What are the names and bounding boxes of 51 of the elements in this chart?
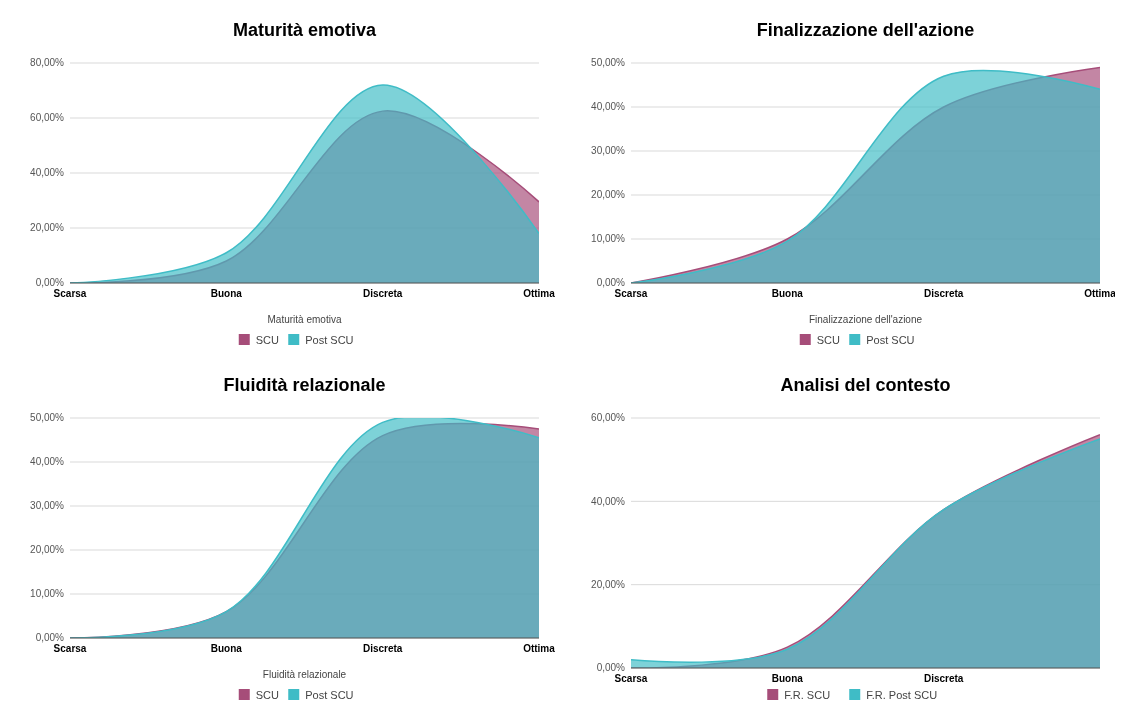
y-tick-label: 40,00% — [591, 495, 626, 507]
x-tick-label: Ottima — [523, 288, 556, 299]
y-tick-label: 30,00% — [591, 145, 626, 157]
x-tick-label: Scarsa — [614, 288, 648, 299]
chart-title: Analisi del contesto — [780, 375, 951, 395]
x-tick-label: Scarsa — [53, 643, 87, 654]
y-tick-label: 10,00% — [30, 588, 65, 600]
x-tick-label: Discreta — [362, 643, 403, 654]
legend-label: SCU — [816, 334, 841, 346]
legend-label: F.R. Post SCU — [866, 689, 938, 701]
y-tick-label: 40,00% — [591, 101, 626, 113]
x-axis-title: Finalizzazione dell'azione — [808, 314, 923, 325]
x-tick-label: Ottima — [1084, 288, 1117, 299]
y-tick-label: 10,00% — [591, 233, 626, 245]
chart-title: Fluidità relazionale — [223, 375, 386, 395]
y-tick-label: 40,00% — [30, 456, 65, 468]
x-tick-label: Buona — [210, 643, 243, 654]
chart-title: Maturità emotiva — [232, 20, 377, 40]
y-tick-label: 0,00% — [35, 277, 65, 289]
x-tick-label: Scarsa — [614, 673, 648, 684]
y-tick-label: 20,00% — [591, 189, 626, 201]
legend-label: F.R. SCU — [784, 689, 831, 701]
y-tick-label: 50,00% — [30, 412, 65, 424]
x-tick-label: Ottima — [523, 643, 556, 654]
x-tick-label: Buona — [771, 673, 804, 684]
legend-label: SCU — [255, 689, 280, 701]
x-tick-label: Discreta — [362, 288, 403, 299]
y-tick-label: 60,00% — [591, 412, 626, 424]
y-tick-label: 80,00% — [30, 57, 65, 69]
legend-label: SCU — [255, 334, 280, 346]
y-tick-label: 0,00% — [596, 662, 626, 674]
x-axis-title: Fluidità relazionale — [262, 669, 347, 680]
y-tick-label: 20,00% — [30, 222, 65, 234]
x-tick-label: Discreta — [923, 673, 964, 684]
legend-label: Post SCU — [305, 689, 354, 701]
x-tick-label: Scarsa — [53, 288, 87, 299]
y-tick-label: 30,00% — [30, 500, 65, 512]
y-tick-label: 0,00% — [596, 277, 626, 289]
y-tick-label: 50,00% — [591, 57, 626, 69]
x-tick-label: Buona — [210, 288, 243, 299]
y-tick-label: 20,00% — [591, 578, 626, 590]
legend-label: Post SCU — [866, 334, 915, 346]
chart-title: Finalizzazione dell'azione — [756, 20, 975, 40]
x-tick-label: Buona — [771, 288, 804, 299]
y-tick-label: 40,00% — [30, 167, 65, 179]
y-tick-label: 0,00% — [35, 632, 65, 644]
legend-label: Post SCU — [305, 334, 354, 346]
x-axis-title: Maturità emotiva — [267, 314, 342, 325]
y-tick-label: 60,00% — [30, 112, 65, 124]
x-tick-label: Discreta — [923, 288, 964, 299]
y-tick-label: 20,00% — [30, 544, 65, 556]
